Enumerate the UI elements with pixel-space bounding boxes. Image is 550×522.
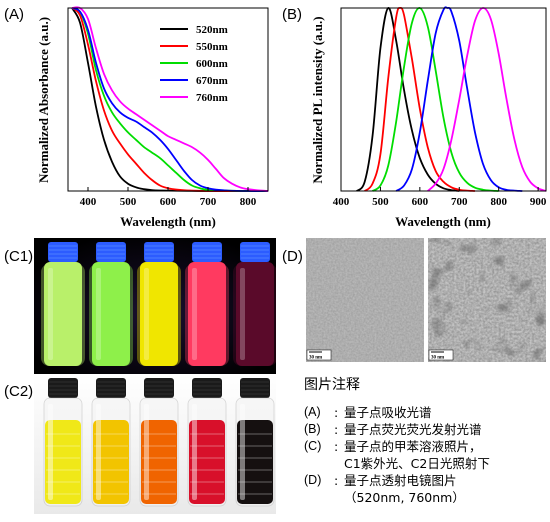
vial-4 — [185, 242, 229, 366]
legend-label-520nm: 520nm — [196, 24, 228, 36]
x-tick-label: 700 — [200, 196, 217, 208]
scale-bar-label: 30 nm — [309, 356, 323, 361]
series-line-600nm — [71, 7, 269, 192]
absorbance-chart: 400 500 600 700 800 520nm 550nm 600nm 670nm 760n… — [36, 6, 269, 229]
series-line-760nm — [71, 6, 269, 192]
vial-liquid — [141, 272, 177, 364]
x-axis-title: Wavelength (nm) — [120, 214, 216, 229]
scale-bar-box — [306, 349, 332, 361]
vial-5 — [235, 378, 275, 507]
vials-uv-photo — [34, 238, 276, 374]
vial-2 — [91, 378, 131, 507]
note-d-key: (D) — [304, 473, 322, 487]
x-tick-label: 800 — [240, 196, 257, 208]
x-tick-label: 700 — [451, 196, 468, 208]
note-a-text: 量子点吸收光谱 — [344, 405, 432, 420]
vial-cap — [96, 242, 126, 262]
notes-title: 图片注释 — [304, 377, 360, 393]
panel-label-b: (B) — [282, 6, 302, 23]
x-axis-title: Wavelength (nm) — [395, 214, 491, 229]
note-b-text: 量子点荧光荧光发射光谱 — [344, 422, 482, 437]
note-c-key: (C) — [304, 439, 322, 453]
vial-liquid — [237, 272, 273, 364]
vial-cap — [192, 378, 222, 398]
vial-liquid — [45, 420, 81, 504]
note-d-text: 量子点透射电镜图片 — [344, 473, 457, 488]
vial-cap — [48, 378, 78, 398]
series-line-670nm — [395, 6, 523, 192]
note-c-text-2: C1紫外光、C2日光照射下 — [344, 456, 490, 471]
x-tick-label: 500 — [120, 196, 137, 208]
vial-5 — [233, 242, 276, 366]
pl-chart: 400 500 600 700 800 900 Wavelength (nm) Norma… — [310, 6, 547, 229]
x-tick-label: 600 — [412, 196, 429, 208]
note-b-key: (B) — [304, 422, 321, 436]
vial-liquid — [141, 420, 177, 504]
vial-3 — [137, 242, 181, 366]
legend-label-550nm: 550nm — [196, 41, 228, 53]
note-d: (D): 量子点透射电镜图片 — [304, 473, 457, 488]
note-a-key: (A) — [304, 405, 321, 419]
series-line-670nm — [71, 7, 269, 192]
x-tick-label: 500 — [372, 196, 389, 208]
panel-label-c1: (C1) — [4, 248, 34, 265]
x-tick-label: 600 — [160, 196, 177, 208]
vial-cap — [144, 378, 174, 398]
vial-liquid — [93, 272, 129, 364]
vial-cap — [240, 242, 270, 262]
vial-2 — [89, 242, 133, 366]
vial-cap — [96, 378, 126, 398]
vial-1 — [43, 378, 83, 507]
vial-liquid — [189, 420, 225, 504]
series-line-600nm — [372, 7, 499, 192]
note-c-text: 量子点的甲苯溶液照片， — [344, 439, 482, 454]
vial-liquid — [189, 272, 225, 364]
x-tick-label: 400 — [80, 196, 97, 208]
panel-label-a: (A) — [4, 6, 24, 23]
note-a: (A): 量子点吸收光谱 — [304, 405, 432, 420]
tem-image-520: 30 nm — [306, 238, 424, 362]
vial-cap — [192, 242, 222, 262]
x-tick-label: 900 — [530, 196, 547, 208]
vials-daylight-photo — [34, 374, 276, 514]
series-line-520nm — [356, 7, 460, 192]
legend-label-760nm: 760nm — [196, 92, 228, 104]
note-d-text-2: （520nm, 760nm） — [344, 490, 465, 505]
scale-bar-label: 30 nm — [431, 356, 445, 361]
note-c: (C): 量子点的甲苯溶液照片， — [304, 439, 482, 454]
series-line-550nm — [364, 6, 476, 192]
series-line-760nm — [427, 7, 547, 192]
panel-label-d: (D) — [282, 248, 303, 265]
y-axis-title: Normalized PL intensity (a.u.) — [310, 16, 325, 183]
panel-label-c2: (C2) — [4, 383, 34, 400]
vial-1 — [41, 242, 85, 366]
x-tick-label: 800 — [490, 196, 507, 208]
vial-3 — [139, 378, 179, 507]
note-b: (B): 量子点荧光荧光发射光谱 — [304, 422, 482, 437]
x-tick-label: 400 — [333, 196, 350, 208]
legend-label-670nm: 670nm — [196, 75, 228, 87]
vial-4 — [187, 378, 227, 507]
vial-cap — [48, 242, 78, 262]
plot-frame — [67, 7, 269, 192]
y-axis-title: Normalized Absorbance (a.u.) — [36, 17, 51, 183]
vial-liquid — [93, 420, 129, 504]
figure-notes: 图片注释 (A): 量子点吸收光谱 (B): 量子点荧光荧光发射光谱 (C): … — [304, 374, 548, 506]
tem-image-760: 30 nm — [428, 238, 546, 362]
vial-liquid — [45, 272, 81, 364]
scale-bar-box — [428, 349, 454, 361]
series-line-550nm — [71, 7, 268, 192]
vial-cap — [240, 378, 270, 398]
vial-liquid — [237, 420, 273, 504]
vial-cap — [144, 242, 174, 262]
legend-label-600nm: 600nm — [196, 58, 228, 70]
plot-frame — [340, 7, 547, 192]
